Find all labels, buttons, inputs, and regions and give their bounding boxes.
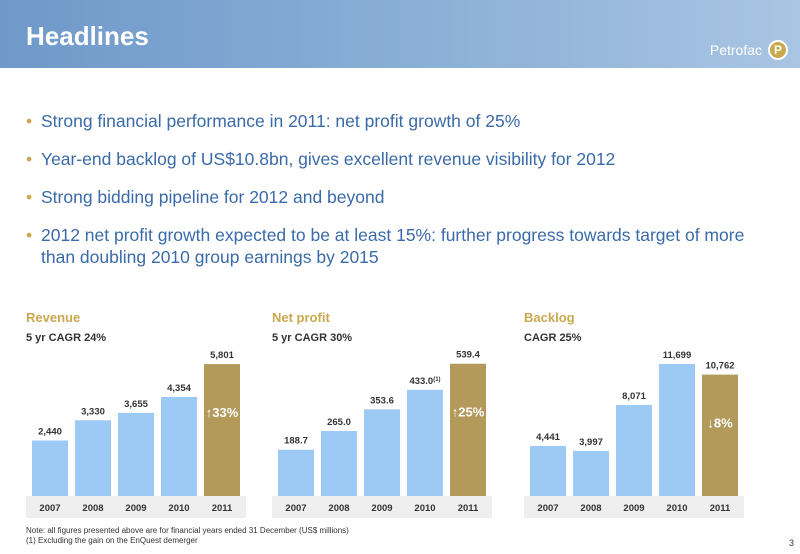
- chart-title: Backlog: [524, 310, 575, 325]
- bullet-dot-icon: •: [26, 111, 33, 131]
- data-label: 539.4: [456, 350, 480, 361]
- chart-title: Revenue: [26, 310, 81, 325]
- chart-svg: 2,440 2007 3,330 2008 3,655 2009 4,354 2010 5,80…: [26, 350, 246, 518]
- bullet-item: • 2012 net profit growth expected to be a…: [26, 224, 756, 268]
- bullet-text: 2012 net profit growth expected to be at…: [41, 225, 745, 267]
- x-tick-label: 2009: [371, 503, 392, 514]
- x-tick-label: 2011: [458, 503, 479, 514]
- x-axis-band: [26, 496, 246, 518]
- change-label: ↓8%: [707, 416, 733, 431]
- bar: [407, 389, 443, 496]
- data-label: 433.0(1): [409, 376, 440, 387]
- x-axis-band: [272, 496, 492, 518]
- footnote-units: Note: all figures presented above are fo…: [26, 526, 349, 535]
- x-tick-label: 2010: [414, 503, 435, 514]
- footnote-enquest: (1) Excluding the gain on the EnQuest de…: [26, 536, 198, 545]
- data-label: 353.6: [370, 395, 394, 406]
- headline-bullets: • Strong financial performance in 2011: n…: [26, 110, 756, 284]
- bar: [573, 450, 609, 496]
- bullet-item: • Strong financial performance in 2011: n…: [26, 110, 756, 132]
- x-tick-label: 2011: [710, 503, 731, 514]
- chart-svg: 4,441 2007 3,997 2008 8,071 2009 11,699 2010 10,…: [524, 350, 744, 518]
- bullet-dot-icon: •: [26, 225, 33, 245]
- change-label: ↑25%: [452, 405, 485, 420]
- footnote-mark: (1): [433, 377, 440, 383]
- bar: [616, 404, 652, 496]
- bar: [364, 409, 400, 496]
- bar: [204, 364, 240, 496]
- chart-subtitle: 5 yr CAGR 24%: [26, 332, 107, 344]
- data-label: 4,354: [167, 383, 191, 394]
- x-tick-label: 2008: [580, 503, 601, 514]
- x-tick-label: 2007: [537, 503, 558, 514]
- bar: [450, 363, 486, 496]
- bullet-text: Year-end backlog of US$10.8bn, gives exc…: [41, 149, 616, 169]
- bullet-item: • Year-end backlog of US$10.8bn, gives ex…: [26, 148, 756, 170]
- data-label: 11,699: [663, 350, 692, 361]
- bar: [32, 440, 68, 496]
- brand-name: Petrofac: [709, 42, 762, 58]
- bullet-dot-icon: •: [26, 149, 33, 169]
- bar: [161, 396, 197, 496]
- bar: [530, 445, 566, 496]
- x-tick-label: 2010: [168, 503, 189, 514]
- backlog-chart: Backlog CAGR 25% 4,441 2007 3,997 2008 8,071…: [524, 310, 764, 520]
- x-tick-label: 2010: [666, 503, 687, 514]
- data-label: 5,801: [210, 350, 234, 361]
- chart-title: Net profit: [272, 310, 330, 325]
- bar: [118, 412, 154, 496]
- bar: [75, 420, 111, 496]
- x-tick-label: 2007: [285, 503, 306, 514]
- petrofac-logo-icon: P: [768, 40, 788, 60]
- x-tick-label: 2007: [39, 503, 60, 514]
- chart-subtitle: CAGR 25%: [524, 332, 582, 344]
- bar: [702, 374, 738, 496]
- data-label: 8,071: [622, 391, 646, 402]
- data-label: 4,441: [536, 432, 560, 443]
- x-tick-label: 2008: [328, 503, 349, 514]
- header-bar: Headlines Petrofac P: [0, 0, 800, 68]
- chart-svg: 188.7 2007 265.0 2008 353.6 2009 433.0(1) 2010 5…: [272, 350, 492, 518]
- x-tick-label: 2009: [623, 503, 644, 514]
- data-label: 3,655: [124, 399, 148, 410]
- page-number: 3: [788, 538, 794, 548]
- bullet-text: Strong bidding pipeline for 2012 and bey…: [41, 187, 385, 207]
- page-title: Headlines: [26, 21, 149, 51]
- bullet-text: Strong financial performance in 2011: ne…: [41, 111, 521, 131]
- x-tick-label: 2011: [212, 503, 233, 514]
- data-label: 3,330: [81, 406, 105, 417]
- bar: [321, 431, 357, 496]
- bullet-dot-icon: •: [26, 187, 33, 207]
- data-label: 10,762: [705, 361, 734, 372]
- data-label: 2,440: [38, 427, 62, 438]
- bar: [278, 449, 314, 496]
- x-tick-label: 2008: [82, 503, 103, 514]
- x-axis-band: [524, 496, 744, 518]
- change-label: ↑33%: [206, 405, 239, 420]
- bullet-item: • Strong bidding pipeline for 2012 and be…: [26, 186, 756, 208]
- data-label: 3,997: [579, 437, 603, 448]
- x-tick-label: 2009: [125, 503, 146, 514]
- chart-subtitle: 5 yr CAGR 30%: [272, 332, 353, 344]
- brand: Petrofac P: [710, 40, 788, 60]
- bar: [659, 364, 695, 496]
- data-label: 265.0: [327, 417, 351, 428]
- net-profit-chart: Net profit 5 yr CAGR 30% 188.7 2007 265.0 2…: [272, 310, 512, 520]
- revenue-chart: Revenue 5 yr CAGR 24% 2,440 2007 3,330 2008…: [26, 310, 266, 520]
- data-label: 188.7: [284, 436, 308, 447]
